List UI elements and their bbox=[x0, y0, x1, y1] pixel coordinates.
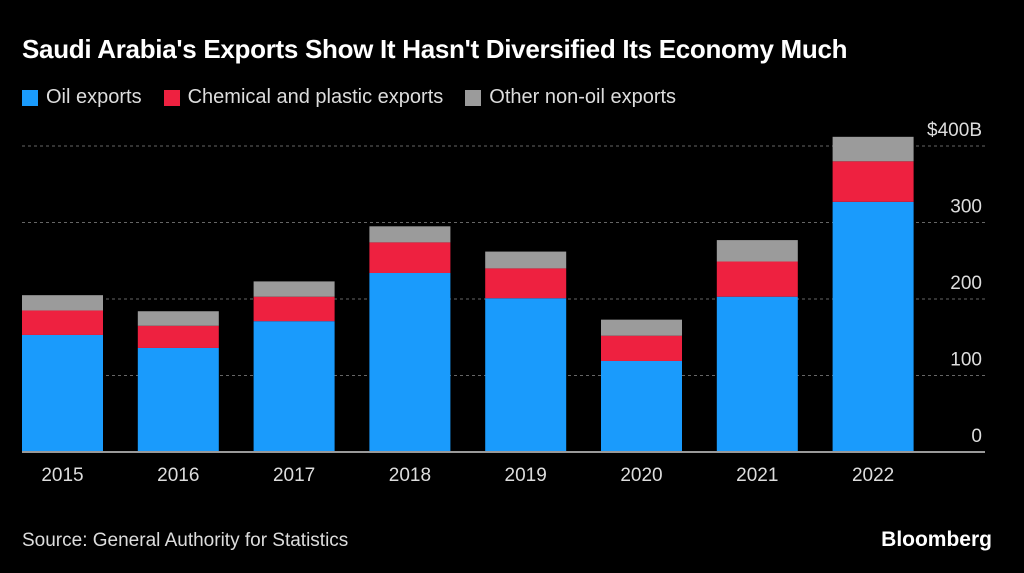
y-tick-label: 100 bbox=[950, 350, 982, 371]
bar-segment bbox=[601, 360, 682, 452]
bar-segment bbox=[22, 334, 103, 452]
bar-segment bbox=[22, 310, 103, 335]
legend-swatch bbox=[22, 89, 38, 106]
bar-segment bbox=[716, 261, 798, 297]
bar-segment bbox=[22, 295, 103, 311]
y-tick-label: 300 bbox=[950, 197, 982, 218]
x-tick-label: 2015 bbox=[41, 465, 83, 486]
source-note: Source: General Authority for Statistics bbox=[22, 530, 349, 551]
x-tick-label: 2022 bbox=[852, 465, 894, 486]
bar-segment bbox=[253, 321, 335, 452]
bar-segment bbox=[137, 311, 219, 326]
bloomberg-logo: Bloomberg bbox=[881, 528, 992, 551]
bar-segment bbox=[253, 296, 335, 322]
bar-segment bbox=[832, 201, 914, 452]
bar-segment bbox=[369, 226, 451, 243]
legend-swatch bbox=[465, 89, 482, 106]
x-tick-label: 2019 bbox=[505, 465, 547, 486]
bar-segment bbox=[485, 268, 567, 299]
bar-segment bbox=[137, 325, 219, 348]
bar-segment bbox=[832, 161, 914, 202]
bar-segment bbox=[137, 347, 219, 452]
bar-segment bbox=[253, 281, 335, 297]
x-tick-label: 2020 bbox=[620, 465, 662, 486]
bar-segment bbox=[716, 240, 798, 262]
x-tick-label: 2017 bbox=[273, 465, 315, 486]
x-tick-label: 2021 bbox=[736, 465, 778, 486]
legend-label: Oil exports bbox=[46, 86, 142, 108]
bar-segment bbox=[601, 319, 682, 336]
y-tick-label: 200 bbox=[950, 273, 982, 294]
legend-swatch bbox=[163, 89, 180, 106]
bar-segment bbox=[601, 335, 682, 361]
legend: Oil exports Chemical and plastic exports… bbox=[22, 86, 676, 109]
bar-segment bbox=[369, 272, 451, 452]
y-tick-label: $400B bbox=[927, 120, 982, 141]
x-tick-label: 2018 bbox=[389, 465, 431, 486]
chart-title: Saudi Arabia's Exports Show It Hasn't Di… bbox=[22, 34, 848, 64]
x-tick-label: 2016 bbox=[157, 465, 199, 486]
legend-label: Other non-oil exports bbox=[489, 86, 677, 108]
bar-segment bbox=[716, 296, 798, 452]
y-tick-label: 0 bbox=[971, 426, 982, 447]
legend-item-oil: Oil exports bbox=[22, 86, 142, 109]
legend-item-chemical: Chemical and plastic exports bbox=[163, 86, 444, 109]
legend-label: Chemical and plastic exports bbox=[187, 86, 444, 108]
bar-segment bbox=[832, 136, 914, 162]
bar-segment bbox=[369, 242, 451, 273]
bar-segment bbox=[485, 251, 567, 269]
bar-segment bbox=[485, 298, 567, 452]
legend-item-other: Other non-oil exports bbox=[465, 86, 676, 109]
